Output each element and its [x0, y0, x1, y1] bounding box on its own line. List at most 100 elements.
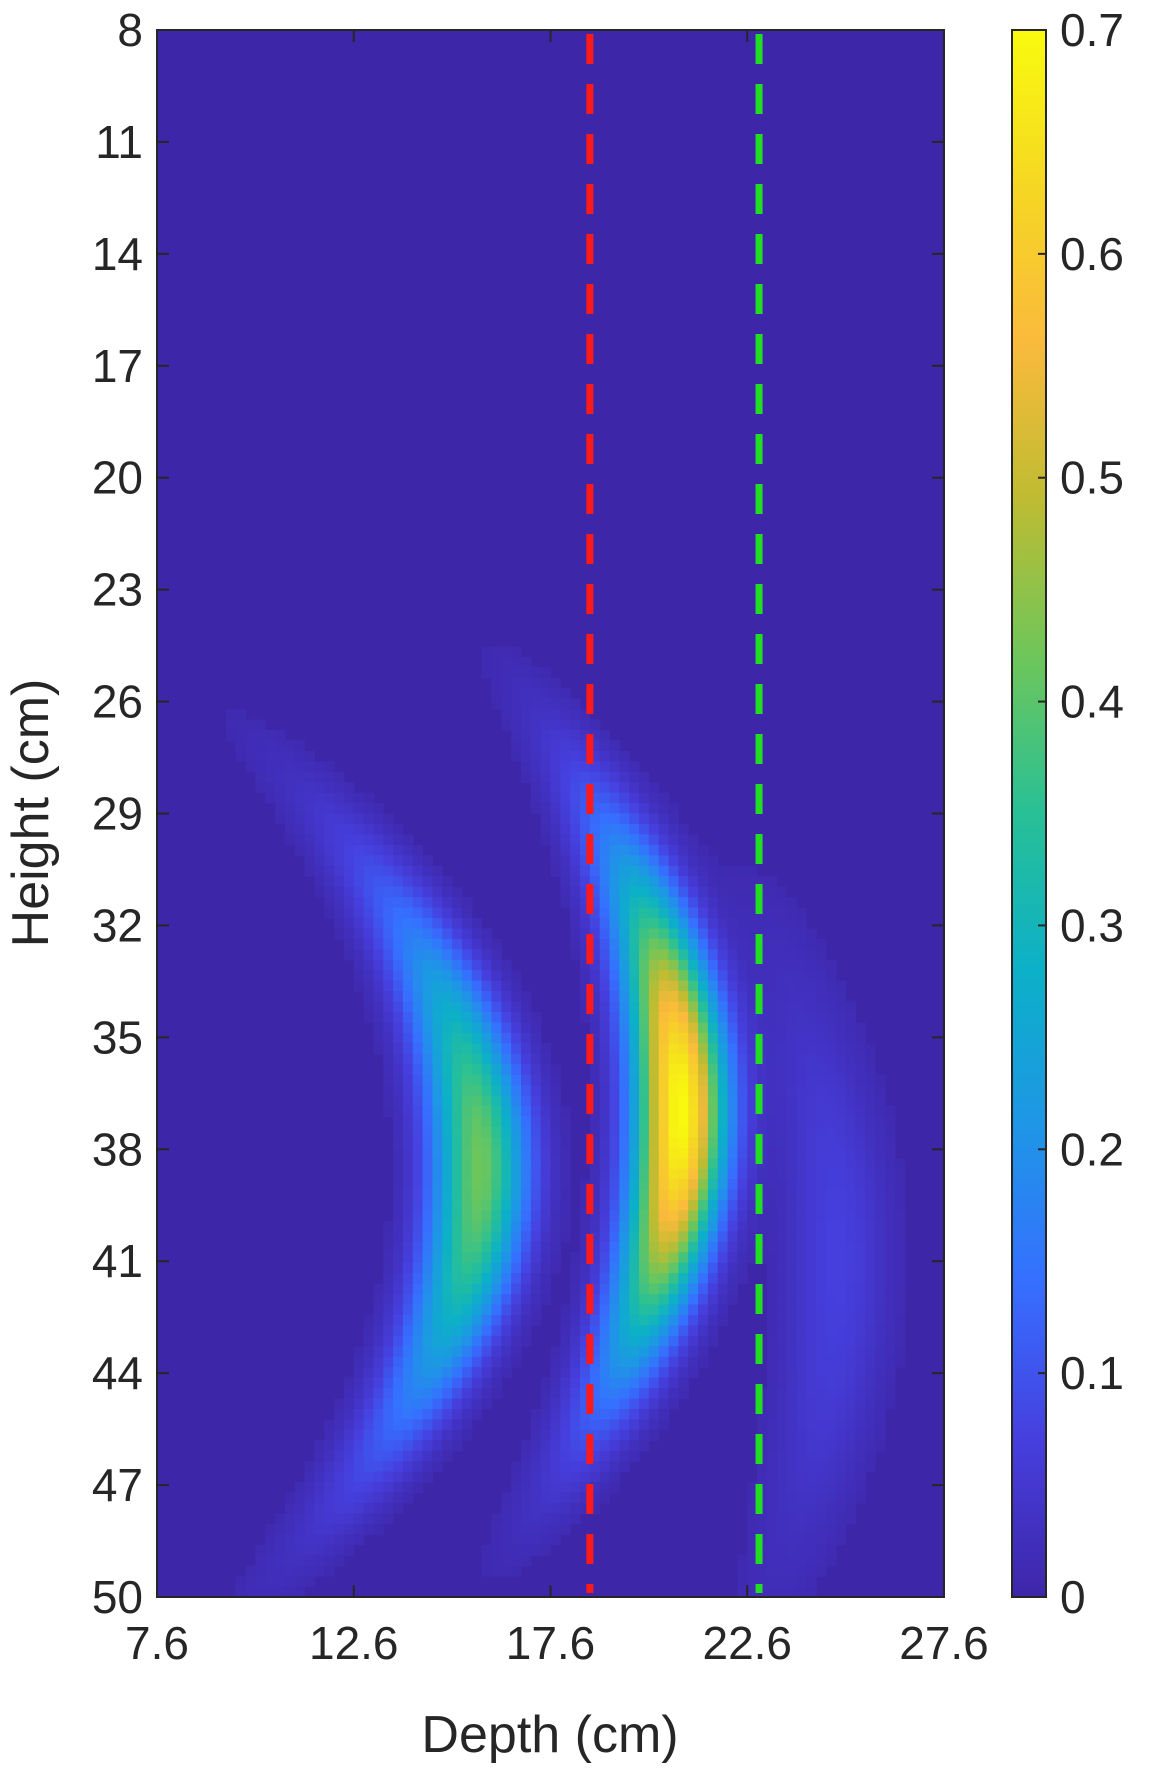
heat-cell	[520, 677, 532, 689]
heat-cell	[658, 1168, 670, 1180]
heat-cell	[766, 1388, 778, 1400]
heat-cell	[668, 1273, 679, 1285]
heat-cell	[402, 917, 414, 930]
heat-cell	[806, 1168, 817, 1180]
heat-cell	[865, 1179, 876, 1191]
heat-cell	[865, 1262, 876, 1274]
heat-cell	[589, 1429, 601, 1441]
heat-cell	[806, 1356, 817, 1368]
heat-cell	[520, 771, 532, 783]
heat-cell	[402, 1022, 414, 1034]
heat-cell	[550, 1377, 561, 1389]
heat-cell	[639, 1231, 650, 1243]
heat-cell	[570, 803, 581, 815]
heat-cell	[471, 1283, 483, 1295]
heat-cell	[796, 1502, 807, 1515]
heat-cell	[550, 813, 561, 825]
heat-cell	[796, 1304, 807, 1316]
heat-cell	[806, 1022, 817, 1034]
heat-cell	[540, 771, 552, 783]
heat-cell	[520, 1471, 532, 1483]
heat-cell	[491, 698, 502, 710]
heat-cell	[412, 1137, 424, 1149]
heat-cell	[570, 1471, 581, 1483]
heat-cell	[747, 1095, 758, 1107]
heat-cell	[511, 750, 522, 762]
heat-cell	[452, 1377, 463, 1389]
heat-cell	[353, 803, 365, 815]
heat-cell	[412, 1011, 424, 1024]
heat-cell	[442, 1252, 453, 1264]
heat-cell	[796, 1544, 807, 1556]
heat-cell	[412, 917, 424, 930]
heat-cell	[639, 1022, 650, 1034]
heat-cell	[511, 709, 522, 721]
heat-cell	[658, 1367, 670, 1379]
heat-cell	[747, 1043, 758, 1055]
heat-cell	[747, 1085, 758, 1097]
heat-cell	[825, 1179, 837, 1191]
heat-cell	[648, 1022, 660, 1034]
heat-cell	[658, 1304, 670, 1316]
heat-cell	[501, 959, 512, 971]
heat-cell	[481, 1053, 493, 1065]
heat-cell	[648, 1200, 660, 1212]
heat-cell	[540, 1440, 552, 1452]
heat-cell	[688, 834, 699, 846]
heat-cell	[412, 1335, 424, 1347]
heat-cell	[442, 1398, 453, 1410]
heat-cell	[353, 1471, 365, 1483]
heat-cell	[766, 1314, 778, 1326]
heat-cell	[766, 1335, 778, 1347]
heat-cell	[560, 1398, 571, 1410]
heat-cell	[304, 823, 315, 835]
heat-cell	[442, 1158, 453, 1170]
heat-cell	[589, 1011, 601, 1024]
heat-cell	[698, 907, 709, 919]
heat-cell	[481, 1555, 493, 1567]
heat-cell	[727, 1158, 739, 1170]
heat-cell	[609, 1325, 620, 1337]
heat-cell	[688, 1304, 699, 1316]
heat-cell	[343, 1450, 355, 1462]
heat-cell	[639, 865, 650, 877]
heat-cell	[875, 1137, 886, 1149]
heat-cell	[452, 1126, 463, 1138]
heat-cell	[717, 1273, 729, 1285]
heat-cell	[383, 1220, 394, 1232]
heat-cell	[668, 938, 679, 950]
heat-cell	[363, 1398, 375, 1410]
heat-cell	[786, 1325, 798, 1337]
heat-cell	[550, 1523, 561, 1535]
heat-cell	[501, 1053, 512, 1065]
heat-cell	[835, 1335, 847, 1347]
heat-cell	[383, 1367, 394, 1379]
heat-cell	[658, 1158, 670, 1170]
heat-cell	[461, 938, 473, 950]
heat-cell	[412, 1126, 424, 1138]
heat-cell	[806, 1137, 817, 1149]
heat-cell	[471, 1398, 483, 1410]
heat-cell	[678, 823, 689, 835]
heat-cell	[432, 1001, 443, 1013]
heat-cell	[570, 719, 581, 731]
heat-cell	[511, 646, 522, 658]
heat-cell	[845, 1450, 857, 1462]
heat-cell	[796, 1022, 807, 1034]
heat-cell	[511, 1085, 522, 1097]
heat-cell	[855, 1492, 866, 1504]
heat-cell	[766, 1137, 778, 1149]
heat-cell	[796, 1586, 807, 1597]
heat-cell	[609, 917, 620, 930]
heat-cell	[402, 876, 414, 888]
heat-cell	[393, 970, 404, 982]
heat-cell	[806, 1388, 817, 1400]
heat-cell	[816, 1471, 827, 1483]
heat-cell	[471, 1168, 483, 1180]
heat-cell	[520, 1283, 532, 1295]
heat-cell	[609, 949, 620, 961]
heat-cell	[393, 1502, 404, 1515]
heat-cell	[668, 844, 679, 856]
heat-cell	[540, 688, 552, 700]
heat-cell	[629, 1388, 640, 1400]
